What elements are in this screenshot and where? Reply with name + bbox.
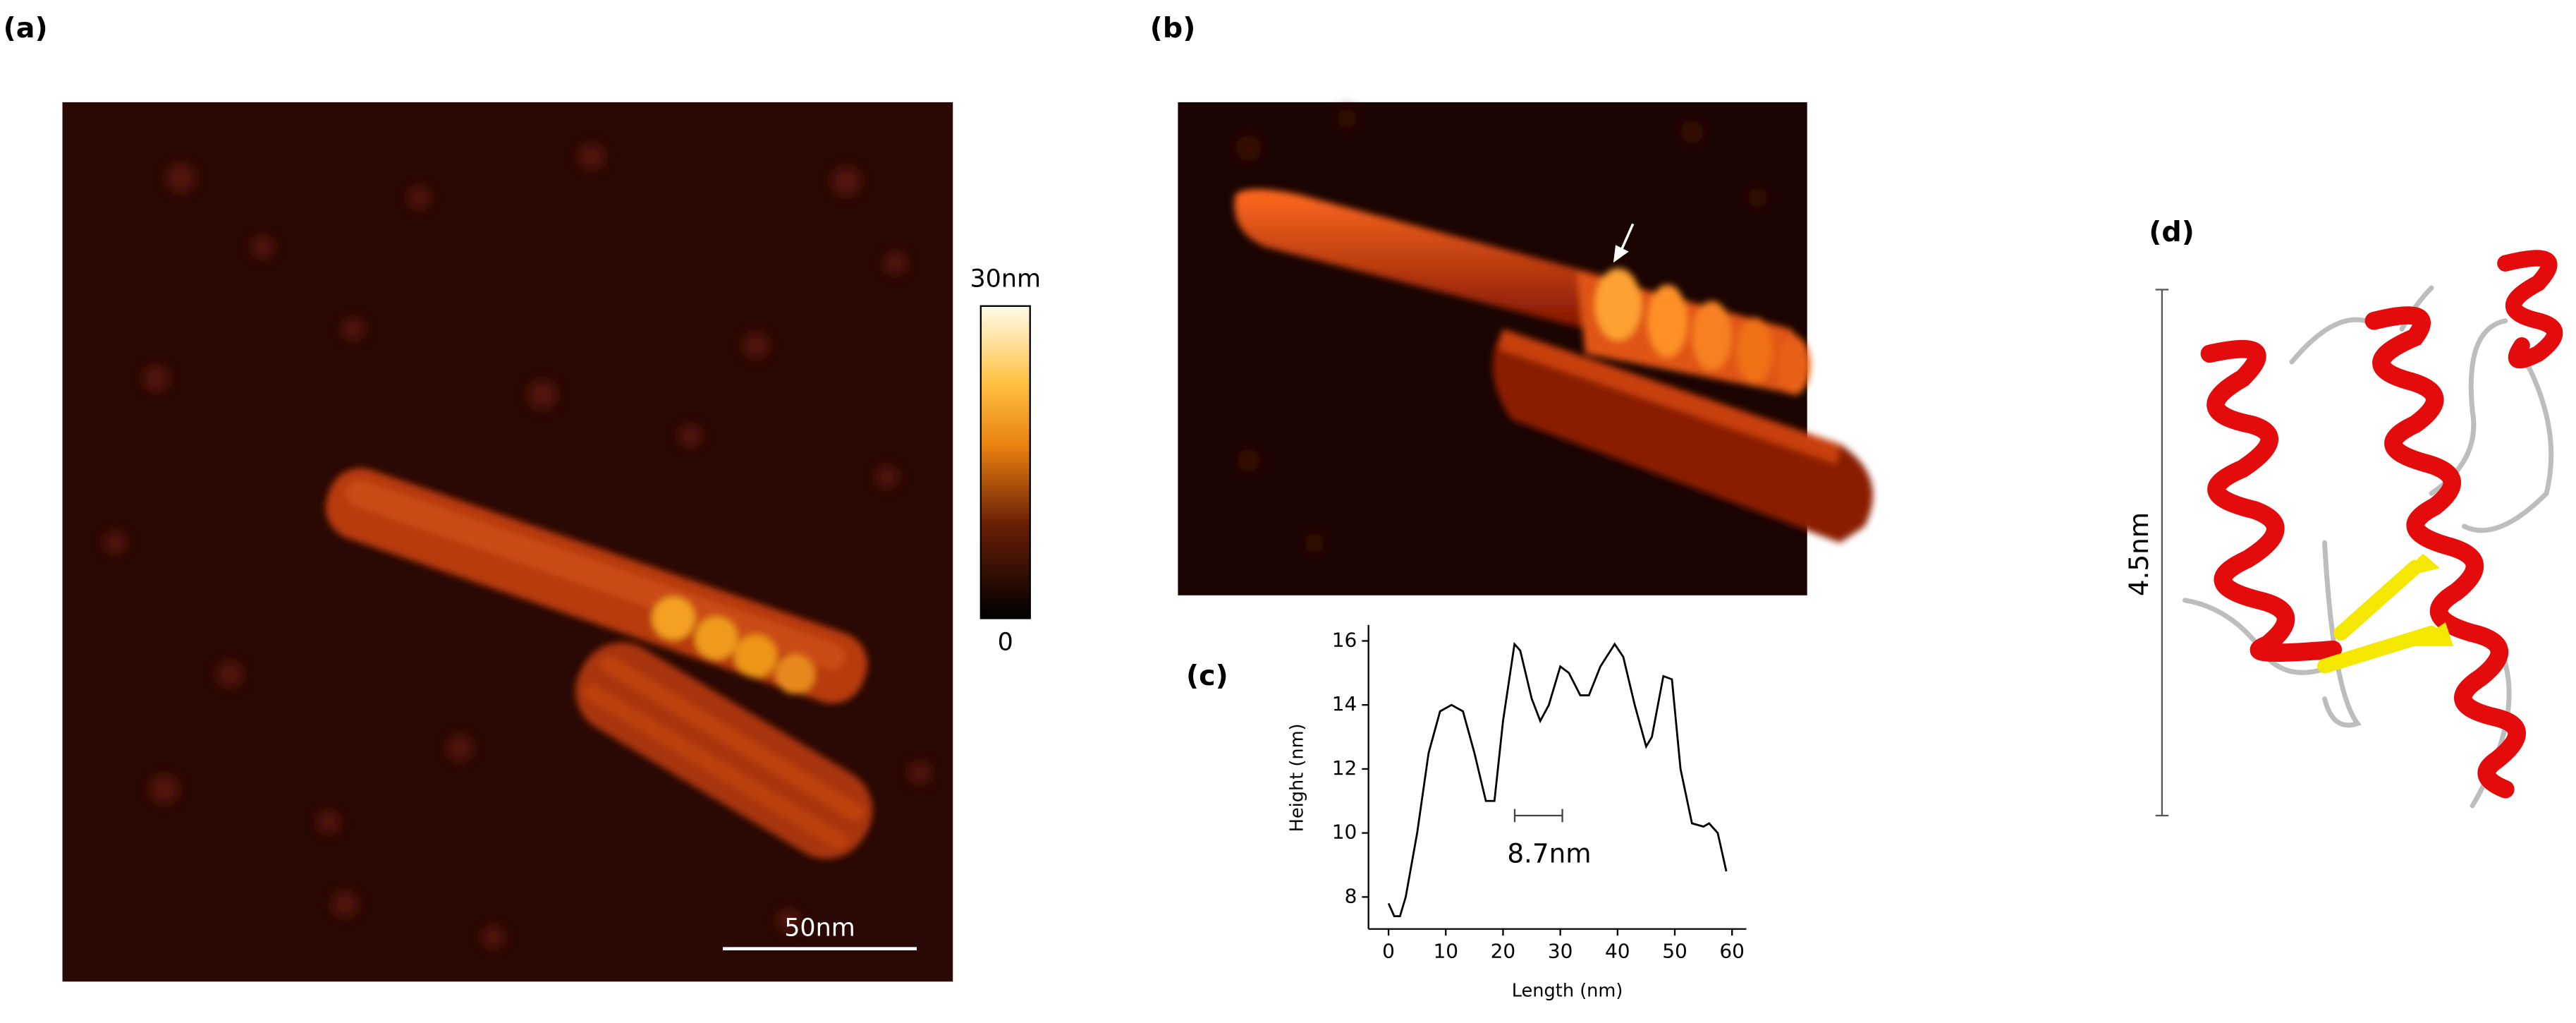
colorbar [979, 305, 1031, 619]
annotation: 8.7nm [1507, 837, 1591, 868]
panel-label: (a) [4, 12, 48, 44]
x-tick-label: 20 [1491, 939, 1516, 962]
y-tick-label: 16 [1332, 628, 1357, 651]
panel-label: (b) [1150, 12, 1196, 44]
scale-bar-label: 4.5nm [2123, 512, 2154, 596]
scale-bar-label: 50nm [784, 914, 855, 943]
x-tick-label: 10 [1433, 939, 1458, 962]
panel-label: (d) [2149, 216, 2195, 248]
x-tick-label: 40 [1605, 939, 1630, 962]
colorbar-min: 0 [998, 628, 1013, 656]
x-tick-label: 0 [1382, 939, 1395, 962]
y-axis-label: Height (nm) [1286, 723, 1307, 832]
protein-ribbon [2183, 250, 2563, 809]
panel-label: (c) [1186, 660, 1228, 692]
y-tick-label: 8 [1345, 884, 1357, 907]
x-tick-label: 50 [1662, 939, 1687, 962]
x-tick-label: 60 [1719, 939, 1745, 962]
colorbar-max: 30nm [970, 265, 1041, 293]
x-tick-label: 30 [1548, 939, 1573, 962]
data-line [1387, 641, 1728, 918]
afm-image-a [62, 102, 953, 982]
afm-image-b [1178, 102, 1884, 595]
y-tick-label: 12 [1332, 756, 1357, 780]
y-tick-label: 10 [1332, 821, 1357, 844]
x-axis-label: Length (nm) [1512, 980, 1623, 1001]
line-chart: (c) Length (nm) Height (nm) 8.7nm 8 10 12 1… [1186, 624, 1747, 1001]
y-tick-label: 14 [1332, 692, 1357, 715]
